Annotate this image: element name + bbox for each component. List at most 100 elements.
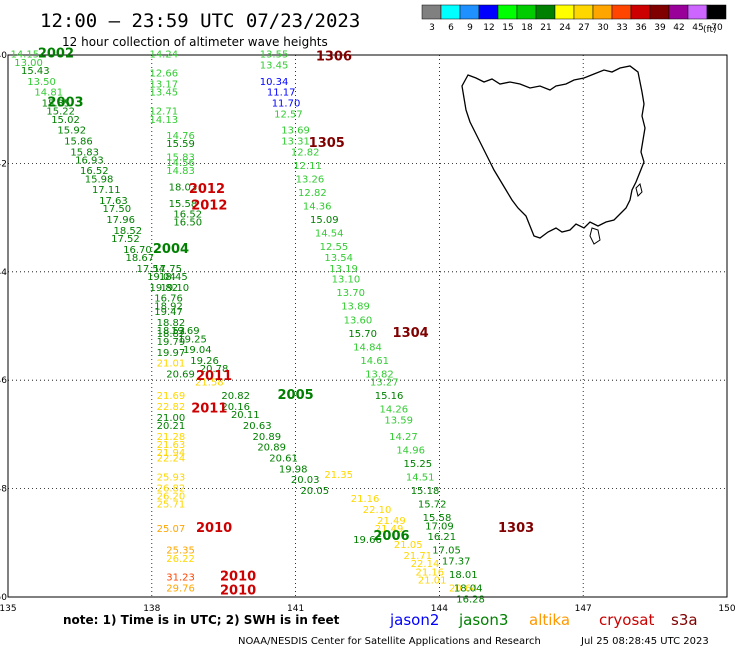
time-label: 2012 — [189, 182, 225, 197]
wave-height-label: 13.17 — [149, 80, 178, 91]
plot-area: 135 138 141 144 147 150 -40 -42 -44 -46 -48 -50 14.… — [0, 47, 736, 614]
colorbar-legend: 3 6 9 12 15 18 21 24 27 30 33 36 39 42 45 70 — [421, 4, 727, 33]
wave-height-label: 20.11 — [231, 410, 260, 421]
colorbar-label: 18 — [521, 23, 533, 33]
y-tick-label: -40 — [0, 51, 7, 61]
satellite-legend: jason2 jason3 altika cryosat s3a — [389, 611, 698, 629]
wave-height-label: 26.22 — [166, 554, 195, 565]
wave-height-labels: 14.1513.0015.4313.5014.8115.3515.2215.02… — [10, 50, 484, 606]
wave-height-label: 15.22 — [46, 107, 75, 118]
wave-height-label: 18.03 — [169, 183, 198, 194]
wave-height-label: 14.76 — [166, 131, 195, 142]
wave-height-label: 10.34 — [260, 77, 289, 88]
wave-height-label: 13.50 — [27, 77, 56, 88]
wave-height-label: 13.55 — [260, 50, 289, 61]
wave-height-label: 18.82 — [157, 318, 186, 329]
time-label: 2010 — [220, 570, 256, 585]
wave-height-label: 21.28 — [157, 432, 186, 443]
wave-height-label: 16.28 — [456, 594, 485, 605]
wave-height-label: 13.10 — [332, 275, 361, 286]
time-label: 1305 — [309, 136, 345, 151]
wave-height-label: 18.67 — [125, 253, 154, 264]
wave-height-label: 25.07 — [157, 524, 186, 535]
wave-height-label: 21.35 — [324, 470, 353, 481]
wave-height-label: 21.01 — [418, 575, 447, 586]
wave-height-label: 16.70 — [123, 245, 152, 256]
wave-height-label: 16.52 — [173, 210, 202, 221]
wave-height-label: 14.83 — [166, 166, 195, 177]
wave-height-label: 15.02 — [51, 115, 80, 126]
time-label: 2012 — [191, 198, 227, 213]
wave-height-label: 21.00 — [157, 413, 186, 424]
axis-ticks: 135 138 141 144 147 150 -40 -42 -44 -46 -48 -50 — [0, 51, 736, 614]
maria-island — [635, 183, 643, 197]
wave-height-label: 14.26 — [380, 405, 409, 416]
wave-height-label: 13.31 — [281, 136, 310, 147]
wave-height-label: 19.25 — [178, 334, 207, 345]
colorbar-label: 9 — [467, 23, 473, 33]
colorbar-swatch — [459, 4, 480, 20]
colorbar-swatch — [497, 4, 518, 20]
colorbar-label: 39 — [654, 23, 666, 33]
wave-height-label: 19.98 — [279, 464, 308, 475]
wave-height-label: 19.47 — [154, 307, 183, 318]
time-label: 2010 — [220, 583, 256, 598]
wave-height-label: 20.16 — [221, 402, 250, 413]
wave-height-label: 13.59 — [384, 416, 413, 427]
wave-height-label: 14.61 — [360, 356, 389, 367]
colorbar-label: 24 — [559, 23, 571, 33]
wave-height-label: 17.11 — [92, 185, 121, 196]
wave-height-label: 19.82 — [149, 283, 178, 294]
wave-height-label: 13.82 — [365, 369, 394, 380]
wave-height-label: 15.70 — [348, 329, 377, 340]
wave-height-label: 19.66 — [353, 535, 382, 546]
colorbar-swatch — [706, 4, 727, 20]
wave-height-label: 15.35 — [42, 98, 71, 109]
x-tick-label: 144 — [431, 604, 448, 614]
wave-height-label: 18.92 — [154, 302, 183, 313]
colorbar-swatch — [687, 4, 708, 20]
wave-height-label: 22.14 — [411, 559, 440, 570]
wave-height-label: 18.52 — [157, 326, 186, 337]
legend-s3a: s3a — [671, 611, 698, 629]
wave-height-label: 20.78 — [200, 364, 229, 375]
colorbar-label: 70 — [711, 23, 723, 33]
wave-height-label: 20.05 — [300, 486, 329, 497]
time-label: 1303 — [498, 521, 534, 536]
wave-height-label: 15.09 — [310, 215, 339, 226]
wave-height-label: 25.35 — [166, 546, 195, 557]
x-tick-label: 141 — [287, 604, 304, 614]
wave-height-label: 14.13 — [149, 115, 178, 126]
colorbar-swatch — [649, 4, 670, 20]
wave-height-label: 15.16 — [375, 391, 404, 402]
x-tick-label: 150 — [718, 604, 735, 614]
colorbar-label: 30 — [597, 23, 609, 33]
y-tick-label: -46 — [0, 376, 7, 386]
wave-height-label: 11.17 — [267, 88, 296, 99]
colorbar-label: 3 — [429, 23, 435, 33]
wave-height-label: 15.58 — [169, 199, 198, 210]
x-tick-label: 138 — [143, 604, 160, 614]
wave-height-label: 19.97 — [157, 348, 186, 359]
colorbar-swatch — [440, 4, 461, 20]
colorbar-label: 15 — [502, 23, 513, 33]
wave-height-label: 14.56 — [166, 158, 195, 169]
wave-height-label: 13.54 — [324, 253, 353, 264]
time-label: 2005 — [278, 388, 314, 403]
wave-height-label: 25.93 — [157, 472, 186, 483]
legend-altika: altika — [529, 611, 570, 629]
wave-height-label: 14.84 — [353, 342, 382, 353]
wave-height-label: 12.82 — [298, 188, 327, 199]
wave-height-label: 13.89 — [341, 302, 370, 313]
wave-height-label: 19.10 — [160, 283, 189, 294]
colorbar-label: 6 — [448, 23, 454, 33]
wave-height-label: 16.93 — [75, 155, 104, 166]
wave-height-label: 21.01 — [157, 359, 186, 370]
wave-height-label: 19.79 — [157, 337, 186, 348]
x-tick-label: 135 — [0, 604, 17, 614]
wave-height-label: 21.58 — [195, 378, 224, 389]
wave-height-label: 31.23 — [166, 573, 195, 584]
legend-cryosat: cryosat — [599, 611, 654, 629]
wave-height-label: 20.61 — [269, 454, 298, 465]
